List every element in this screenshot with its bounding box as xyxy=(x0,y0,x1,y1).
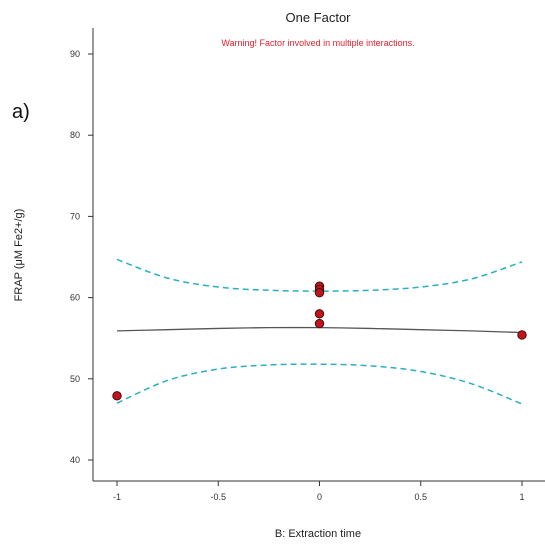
warning-annotation: Warning! Factor involved in multiple int… xyxy=(221,38,414,48)
y-tick-label: 80 xyxy=(70,130,80,140)
x-axis-label: B: Extraction time xyxy=(275,528,361,540)
chart-title: One Factor xyxy=(285,10,351,25)
y-tick-label: 70 xyxy=(70,211,80,221)
y-tick-label: 60 xyxy=(70,293,80,303)
data-point xyxy=(314,309,325,319)
data-point xyxy=(112,391,122,401)
x-tick-label: -1 xyxy=(113,492,121,502)
panel-label: a) xyxy=(12,101,30,123)
data-point xyxy=(517,330,527,340)
confidence-band-line xyxy=(116,258,523,292)
y-axis-label: FRAP (μM Fe2+/g) xyxy=(13,209,25,302)
x-tick-label: -0.5 xyxy=(210,492,226,502)
series-layer xyxy=(112,258,527,405)
y-tick-label: 50 xyxy=(70,374,80,384)
data-point xyxy=(314,318,325,329)
x-tick-label: 0.5 xyxy=(414,492,427,502)
fitted-line xyxy=(116,326,523,334)
x-tick-label: 0 xyxy=(317,492,322,502)
y-tick-label: 90 xyxy=(70,49,80,59)
x-tick-label: 1 xyxy=(519,492,524,502)
y-tick-label: 40 xyxy=(70,455,80,465)
confidence-band-line xyxy=(116,363,523,405)
y-axis: 40 50 60 70 80 90 xyxy=(70,49,93,465)
x-axis: -1 -0.5 0 0.5 1 xyxy=(113,481,525,502)
data-point xyxy=(314,288,325,298)
